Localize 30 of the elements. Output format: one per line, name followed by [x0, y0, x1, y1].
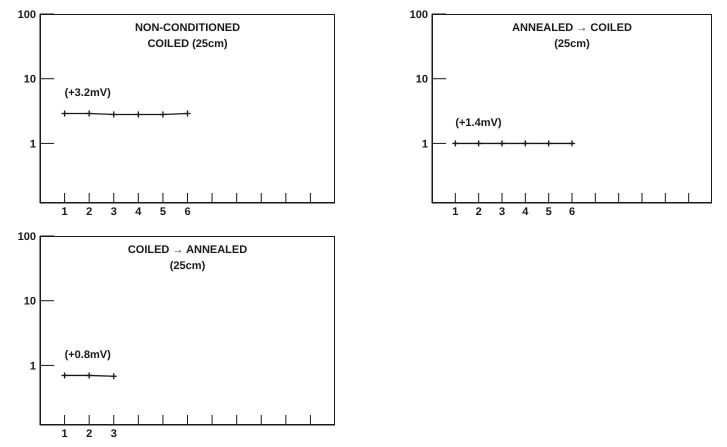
x-tick-label: 1 [452, 206, 458, 218]
y-tick-label: 100 [410, 8, 428, 21]
y-tick-label: 10 [416, 74, 428, 86]
x-tick-label: 4 [135, 206, 142, 218]
annotation: (+3.2mV) [64, 87, 111, 100]
annotation: (+1.4mV) [455, 117, 502, 130]
annotation: (+0.8mV) [64, 349, 111, 362]
x-tick-label: 2 [476, 206, 482, 218]
x-tick-label: 2 [86, 428, 92, 440]
y-tick-label: 1 [30, 360, 36, 372]
x-tick-label: 3 [498, 206, 506, 218]
y-tick-label: 10 [24, 74, 36, 86]
x-tick-label: 3 [110, 428, 117, 440]
y-tick-label: 100 [18, 230, 36, 243]
y-tick-label: 1 [30, 138, 36, 150]
text: COILED → ANNEALED (25cm) [126, 243, 248, 274]
x-tick-label: 4 [522, 206, 530, 218]
text: ANNEALED → COILED (25cm) [511, 21, 633, 52]
x-tick-label: 5 [160, 206, 166, 218]
y-tick-label: 100 [18, 8, 36, 21]
x-tick-label: 6 [568, 206, 576, 218]
text: NON-CONDITIONED COILED (25cm) [134, 21, 242, 52]
x-tick-label: 1 [62, 428, 68, 440]
y-tick-label: 1 [422, 138, 428, 150]
x-tick-label: 5 [546, 206, 552, 218]
x-tick-label: 3 [110, 206, 117, 218]
x-tick-label: 6 [184, 206, 191, 218]
x-tick-label: 1 [62, 206, 68, 218]
y-tick-label: 10 [24, 296, 36, 308]
x-tick-label: 2 [86, 206, 92, 218]
